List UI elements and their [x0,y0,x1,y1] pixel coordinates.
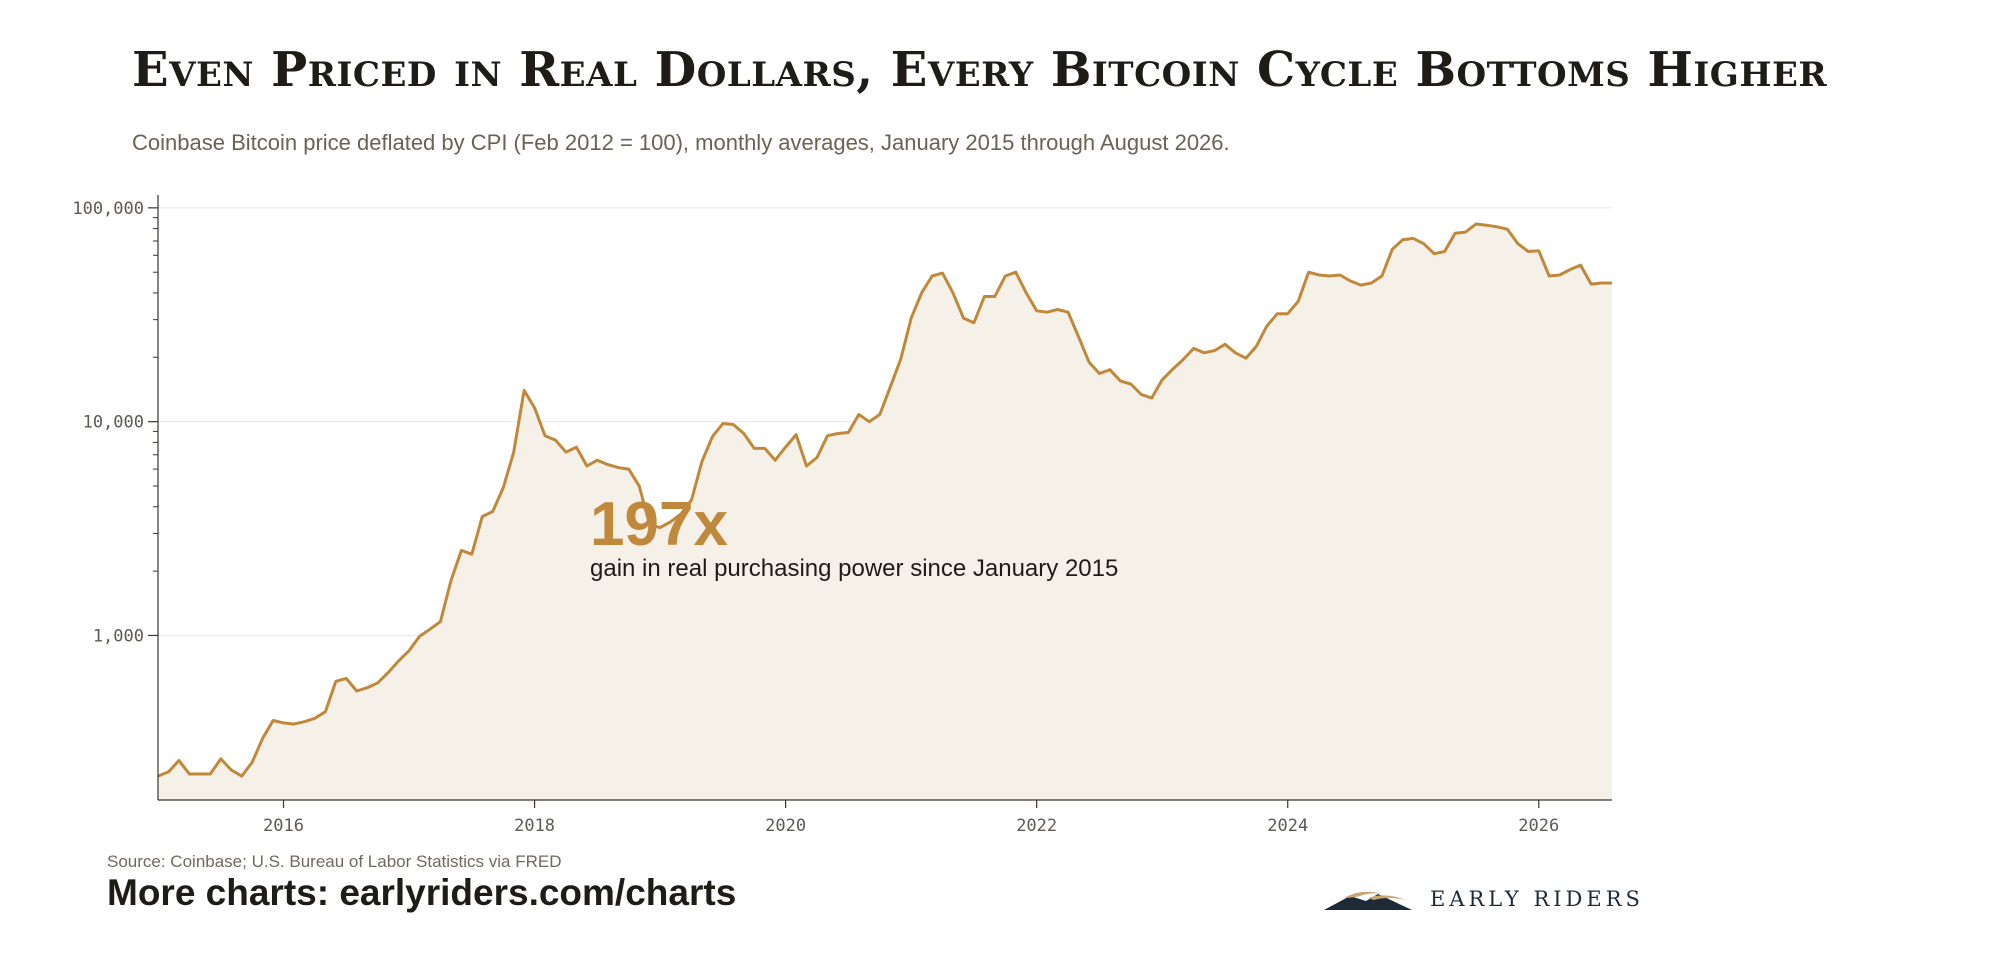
mountain-logo-icon [1324,891,1412,910]
x-tick-label: 2022 [1016,816,1057,836]
y-tick-label: 100,000 [72,199,144,219]
brand-logo: EARLY RIDERS [1322,886,1644,912]
area-fill [158,224,1612,800]
x-tick-label: 2026 [1518,816,1559,836]
x-tick-label: 2016 [263,816,304,836]
y-tick-label: 1,000 [93,626,144,646]
annotation-caption: gain in real purchasing power since Janu… [590,555,1118,582]
axes: 1,000 10,000 100,000 2016 2018 2020 2022 2024 20… [72,195,1612,836]
brand-name: EARLY RIDERS [1430,887,1644,911]
x-tick-label: 2020 [765,816,806,836]
source-note: Source: Coinbase; U.S. Bureau of Labor S… [107,852,562,871]
chart-title: Even Priced in Real Dollars, Every Bitco… [132,42,1828,98]
more-charts-link[interactable]: More charts: earlyriders.com/charts [107,872,737,913]
x-tick-label: 2024 [1267,816,1308,836]
annotation-multiplier: 197x [590,490,728,559]
chart-subtitle: Coinbase Bitcoin price deflated by CPI (… [132,130,1230,155]
y-tick-label: 10,000 [83,413,144,433]
x-tick-label: 2018 [514,816,555,836]
price-line-series [157,222,1612,778]
